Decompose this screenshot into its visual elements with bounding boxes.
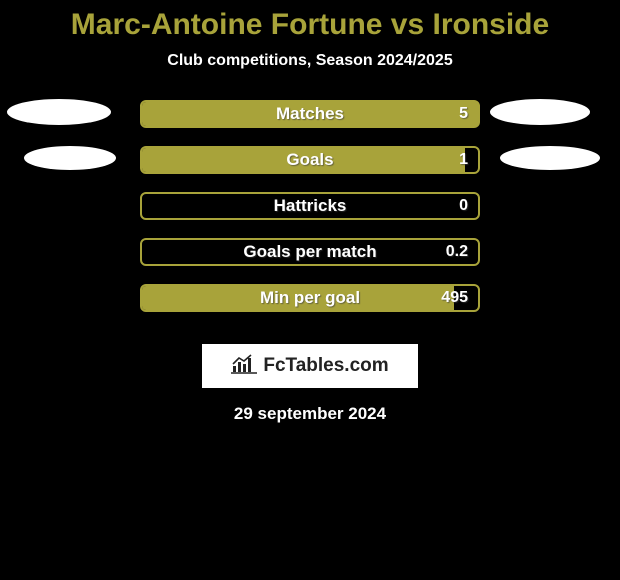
stat-bar: Matches 5 <box>140 100 480 128</box>
stat-bar: Goals 1 <box>140 146 480 174</box>
stat-value: 1 <box>459 151 468 169</box>
stat-label: Min per goal <box>260 288 360 308</box>
right-ellipse <box>500 146 600 170</box>
logo: FcTables.com <box>231 354 388 379</box>
right-ellipse <box>490 99 590 125</box>
stat-rows: Matches 5 Goals 1 Hattricks 0 Goals per match 0… <box>0 100 620 330</box>
stat-row: Matches 5 <box>0 100 620 146</box>
stat-bar: Goals per match 0.2 <box>140 238 480 266</box>
stat-row: Goals per match 0.2 <box>0 238 620 284</box>
stat-label: Matches <box>276 104 344 124</box>
stat-value: 495 <box>441 289 468 307</box>
stat-value: 0.2 <box>446 243 468 261</box>
logo-box: FcTables.com <box>202 344 418 388</box>
left-ellipse <box>24 146 116 170</box>
stat-row: Min per goal 495 <box>0 284 620 330</box>
stat-label: Hattricks <box>274 196 347 216</box>
stat-row: Goals 1 <box>0 146 620 192</box>
chart-subtitle: Club competitions, Season 2024/2025 <box>0 52 620 70</box>
stat-bar: Min per goal 495 <box>140 284 480 312</box>
chart-date: 29 september 2024 <box>0 404 620 424</box>
logo-text: FcTables.com <box>263 355 388 377</box>
stat-label: Goals per match <box>243 242 376 262</box>
left-ellipse <box>7 99 111 125</box>
stat-value: 0 <box>459 197 468 215</box>
logo-chart-icon <box>231 354 257 379</box>
stat-row: Hattricks 0 <box>0 192 620 238</box>
chart-container: Marc-Antoine Fortune vs Ironside Club co… <box>0 0 620 580</box>
stat-value: 5 <box>459 105 468 123</box>
stat-bar: Hattricks 0 <box>140 192 480 220</box>
chart-title: Marc-Antoine Fortune vs Ironside <box>0 0 620 42</box>
stat-label: Goals <box>286 150 333 170</box>
